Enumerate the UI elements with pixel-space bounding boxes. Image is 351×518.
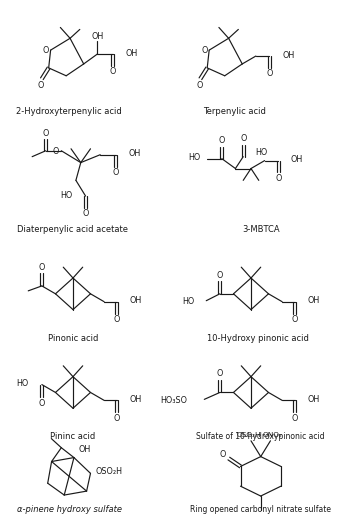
- Text: Sulfate of 10-hydroxypinonic acid: Sulfate of 10-hydroxypinonic acid: [197, 433, 325, 441]
- Text: OSO₂H: OSO₂H: [237, 432, 261, 438]
- Text: O: O: [39, 399, 45, 408]
- Text: O: O: [42, 128, 49, 137]
- Text: O: O: [110, 67, 116, 76]
- Text: O: O: [52, 147, 59, 156]
- Text: HO: HO: [60, 191, 72, 199]
- Text: OH: OH: [126, 49, 138, 57]
- Text: OH: OH: [307, 395, 320, 404]
- Text: 10-Hydroxy pinonic acid: 10-Hydroxy pinonic acid: [207, 334, 309, 343]
- Text: O: O: [266, 69, 273, 78]
- Text: O: O: [275, 174, 282, 183]
- Text: OSO₂H: OSO₂H: [95, 467, 122, 476]
- Text: O: O: [114, 413, 120, 423]
- Text: O: O: [82, 209, 89, 219]
- Text: O: O: [219, 136, 225, 146]
- Text: O: O: [217, 369, 223, 378]
- Text: O: O: [114, 315, 120, 324]
- Text: O: O: [217, 270, 223, 280]
- Text: Pininc acid: Pininc acid: [50, 433, 95, 441]
- Text: 2-Hydroxyterpenylic acid: 2-Hydroxyterpenylic acid: [16, 107, 122, 116]
- Text: O: O: [113, 168, 119, 177]
- Text: OH: OH: [130, 395, 142, 404]
- Text: Diaterpenylic acid acetate: Diaterpenylic acid acetate: [18, 225, 128, 234]
- Text: OH: OH: [307, 296, 320, 305]
- Text: HO: HO: [182, 297, 194, 306]
- Text: OH: OH: [128, 149, 141, 158]
- Text: ONO₂: ONO₂: [263, 432, 282, 438]
- Text: O: O: [292, 315, 298, 324]
- Text: HO: HO: [255, 148, 267, 157]
- Text: O: O: [42, 46, 49, 54]
- Text: O: O: [292, 413, 298, 423]
- Text: Pinonic acid: Pinonic acid: [48, 334, 98, 343]
- Text: O: O: [38, 81, 44, 90]
- Text: OH: OH: [130, 296, 142, 305]
- Text: OH: OH: [291, 155, 303, 164]
- Text: OH: OH: [282, 51, 294, 60]
- Text: Terpenylic acid: Terpenylic acid: [203, 107, 266, 116]
- Text: OH: OH: [91, 32, 104, 41]
- Text: HO: HO: [188, 153, 200, 162]
- Text: O: O: [240, 134, 246, 143]
- Text: Ring opened carbonyl nitrate sulfate: Ring opened carbonyl nitrate sulfate: [190, 506, 331, 514]
- Text: OH: OH: [79, 445, 91, 454]
- Text: α-pinene hydroxy sulfate: α-pinene hydroxy sulfate: [16, 506, 121, 514]
- Text: O: O: [220, 450, 226, 459]
- Text: O: O: [39, 263, 45, 271]
- Text: HO: HO: [16, 379, 28, 388]
- Text: 3-MBTCA: 3-MBTCA: [242, 225, 279, 234]
- Text: O: O: [196, 81, 203, 90]
- Text: HO₃SO: HO₃SO: [160, 396, 187, 405]
- Text: O: O: [201, 46, 207, 54]
